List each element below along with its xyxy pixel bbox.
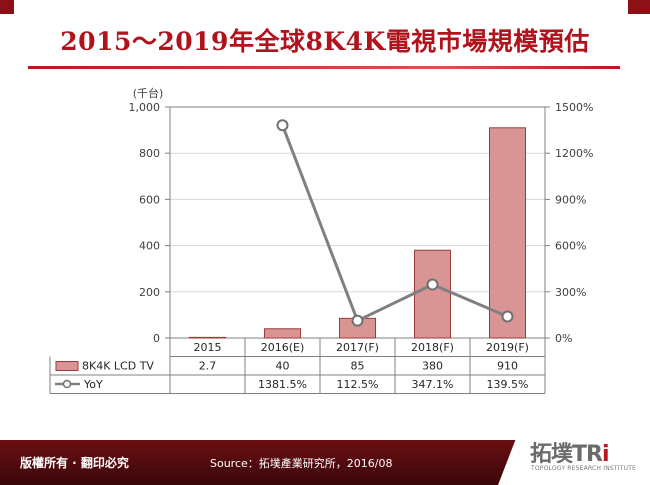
corner-decoration-right	[628, 0, 650, 14]
logo-accent: i	[601, 442, 609, 467]
right-axis-label: 1200%	[555, 147, 593, 160]
left-axis-unit: (千台)	[133, 86, 164, 100]
market-size-chart: 0 200 400 600 800 1,000 0% 300% 600% 900% 1200% 150…	[49, 86, 593, 394]
left-axis-label: 1,000	[129, 101, 161, 114]
yoy-point	[426, 278, 439, 291]
bar-8k4k-lcd-tv	[414, 249, 451, 339]
legend-label-yoy: YoY	[83, 378, 103, 391]
table-cell-bar-value: 2.7	[199, 360, 217, 373]
chart-title: 2015～2019年全球8K4K電視市場規模預估	[60, 27, 590, 56]
table-cell-bar-value: 380	[422, 360, 443, 373]
bar-8k4k-lcd-tv	[264, 328, 301, 339]
legend-key-marker	[62, 379, 72, 389]
right-axis-label: 900%	[555, 193, 586, 206]
left-axis-label: 600	[139, 193, 160, 206]
table-cell-yoy-value: 347.1%	[412, 378, 454, 391]
yoy-line	[281, 124, 509, 323]
table-cell-bar-value: 910	[497, 360, 518, 373]
yoy-point	[276, 119, 289, 132]
left-axis-label: 400	[139, 240, 160, 253]
yoy-point	[351, 314, 364, 327]
logo-text: 拓墣TR	[530, 442, 603, 467]
x-axis-category: 2018(F)	[411, 341, 454, 354]
table-cell-yoy-value: 1381.5%	[258, 378, 307, 391]
table-cell-bar-value: 85	[351, 360, 365, 373]
legend-key-bar	[55, 361, 79, 371]
table-cell-yoy-value: 139.5%	[487, 378, 529, 391]
left-axis-label: 800	[139, 147, 160, 160]
logo-panel	[498, 430, 650, 485]
brand-logo: 拓墣TRi	[530, 436, 609, 468]
logo-subtitle: TOPOLOGY RESEARCH INSTITUTE	[531, 465, 637, 472]
right-axis-label: 300%	[555, 286, 586, 299]
x-axis-category: 2019(F)	[486, 341, 529, 354]
x-axis-category: 2015	[194, 341, 222, 354]
left-axis-label: 200	[139, 286, 160, 299]
corner-decoration-left	[0, 0, 14, 14]
footer-source: Source：拓墣產業研究所，2016/08	[210, 457, 393, 470]
x-axis-category: 2017(F)	[336, 341, 379, 354]
table-cell-bar-value: 40	[276, 360, 290, 373]
bar-8k4k-lcd-tv	[189, 336, 226, 339]
x-axis-category: 2016(E)	[261, 341, 305, 354]
bar-8k4k-lcd-tv	[489, 127, 526, 339]
plot-area-border	[169, 106, 546, 339]
table-cell-yoy-value: 112.5%	[337, 378, 379, 391]
yoy-point	[501, 310, 514, 323]
legend-label-8k4k-lcd-tv: 8K4K LCD TV	[82, 360, 154, 373]
right-axis-label: 1500%	[555, 101, 593, 114]
footer-copyright: 版權所有 · 翻印必究	[20, 456, 129, 470]
title-underline	[28, 66, 620, 69]
right-axis-label: 0%	[555, 332, 572, 345]
right-axis-label: 600%	[555, 240, 586, 253]
left-axis-label: 0	[153, 332, 160, 345]
